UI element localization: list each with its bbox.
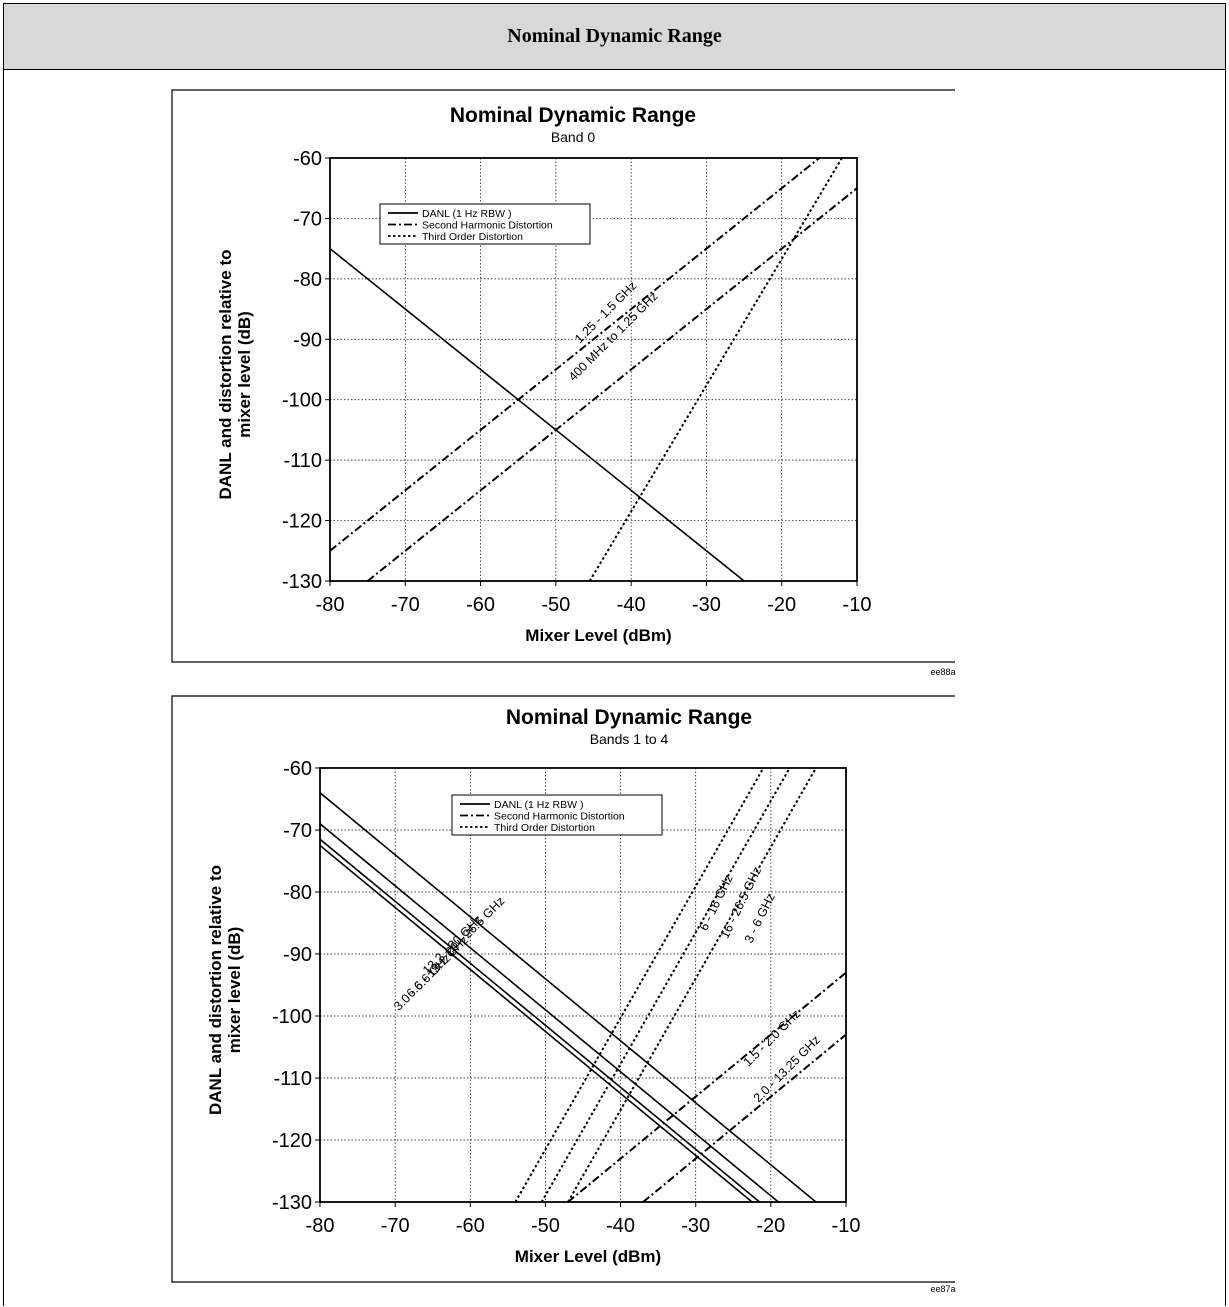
series-line-solid-0: [330, 248, 745, 581]
x-tick-label: -20: [756, 1215, 785, 1237]
x-tick-label: -10: [832, 1215, 861, 1237]
series-line-1-5-2-0-ghz: [567, 971, 846, 1202]
y-tick-label: -110: [283, 450, 322, 472]
x-axis-label: Mixer Level (dBm): [515, 1247, 661, 1266]
series-line-13-2-20-ghz: [320, 823, 779, 1202]
x-tick-label: -70: [391, 594, 420, 616]
y-tick-label: -130: [282, 571, 322, 593]
spec-table-frame: Nominal Dynamic Range: [3, 3, 1226, 1306]
figure-code: ee87a: [930, 1284, 955, 1294]
plot-frame: [329, 157, 858, 582]
y-tick-label: -70: [283, 820, 312, 842]
y-tick-label: -70: [293, 208, 322, 230]
x-axis-label: Mixer Level (dBm): [525, 626, 671, 645]
y-tick-label: -100: [272, 1006, 312, 1028]
chart-subtitle: Band 0: [551, 129, 596, 145]
x-tick-label: -10: [843, 594, 872, 616]
chart-subtitle: Bands 1 to 4: [590, 731, 669, 747]
table-header: Nominal Dynamic Range: [4, 4, 1225, 70]
y-axis-label-line1: DANL and distortion relative to: [206, 865, 225, 1115]
y-axis-label-line2: mixer level (dB): [225, 927, 244, 1054]
y-axis-label-line2: mixer level (dB): [235, 311, 254, 438]
y-tick-label: -80: [293, 269, 322, 291]
series-line-20-26-5-ghz: [320, 792, 817, 1202]
x-tick-label: -20: [767, 594, 796, 616]
series-annotation: 3.0 - 6.6 GHz: [391, 951, 453, 1013]
y-axis-label-line1: DANL and distortion relative to: [216, 250, 235, 500]
series-line-16-26-5-ghz: [540, 768, 791, 1202]
legend-label: Third Order Distortion: [422, 231, 523, 243]
legend-label: Third Order Distortion: [494, 822, 595, 834]
y-tick-label: -90: [283, 944, 312, 966]
y-tick-label: -130: [272, 1192, 312, 1214]
x-tick-label: -80: [306, 1215, 335, 1237]
y-tick-label: -60: [283, 758, 312, 780]
y-tick-label: -120: [282, 511, 322, 533]
x-tick-label: -50: [541, 594, 570, 616]
x-tick-label: -80: [316, 594, 345, 616]
legend-label: DANL (1 Hz RBW ): [422, 208, 511, 220]
series-line-6-16-ghz: [514, 768, 765, 1202]
table-title: Nominal Dynamic Range: [507, 25, 722, 47]
x-tick-label: -30: [681, 1215, 710, 1237]
series-line-2-0-13-25-ghz: [642, 1033, 846, 1202]
y-tick-label: -60: [293, 148, 322, 170]
x-tick-label: -30: [692, 594, 721, 616]
figure-border: [171, 695, 955, 1283]
series-line-3-0-6-6-ghz: [320, 844, 753, 1202]
x-tick-label: -40: [617, 594, 646, 616]
x-tick-label: -50: [531, 1215, 560, 1237]
legend-label: DANL (1 Hz RBW ): [494, 799, 583, 811]
y-tick-label: -90: [293, 329, 322, 351]
series-line-3-6-ghz: [567, 768, 817, 1202]
plot-frame: [319, 767, 847, 1203]
series-line-dotted-3: [588, 158, 843, 581]
x-tick-label: -40: [606, 1215, 635, 1237]
x-tick-label: -60: [456, 1215, 485, 1237]
y-tick-label: -100: [282, 390, 322, 412]
chart-title: Nominal Dynamic Range: [506, 706, 752, 729]
legend-label: Second Harmonic Distortion: [494, 811, 625, 823]
y-tick-label: -80: [283, 882, 312, 904]
figure-code: ee88a: [930, 667, 955, 677]
series-line-6-6-13-2-ghz: [320, 838, 761, 1202]
y-tick-label: -110: [273, 1068, 312, 1090]
chart-title: Nominal Dynamic Range: [450, 104, 696, 127]
legend-label: Second Harmonic Distortion: [422, 220, 553, 232]
figure-border: [171, 89, 955, 663]
y-tick-label: -120: [272, 1130, 312, 1152]
x-tick-label: -70: [381, 1215, 410, 1237]
series-group: [330, 158, 857, 581]
x-tick-label: -60: [466, 594, 495, 616]
series-group: [320, 768, 846, 1202]
